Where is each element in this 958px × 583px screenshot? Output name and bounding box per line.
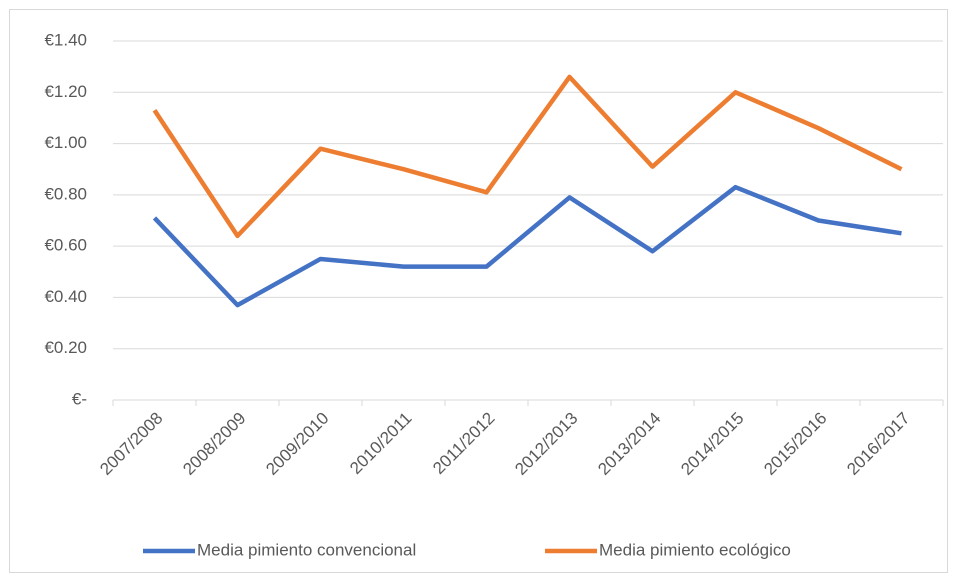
y-tick-label: €0.80 [44, 184, 87, 203]
legend-label: Media pimiento convencional [197, 540, 416, 559]
y-tick-label: €1.20 [44, 82, 87, 101]
y-tick-label: €0.20 [44, 338, 87, 357]
y-tick-label: €1.40 [44, 30, 87, 49]
series-line [152, 184, 902, 308]
chart-frame [9, 9, 948, 573]
legend-label: Media pimiento ecológico [599, 540, 791, 559]
y-tick-label: €- [72, 389, 87, 408]
y-tick-label: €1.00 [44, 133, 87, 152]
y-tick-label: €0.40 [44, 287, 87, 306]
y-tick-label: €0.60 [44, 236, 87, 255]
series-line [152, 74, 903, 239]
